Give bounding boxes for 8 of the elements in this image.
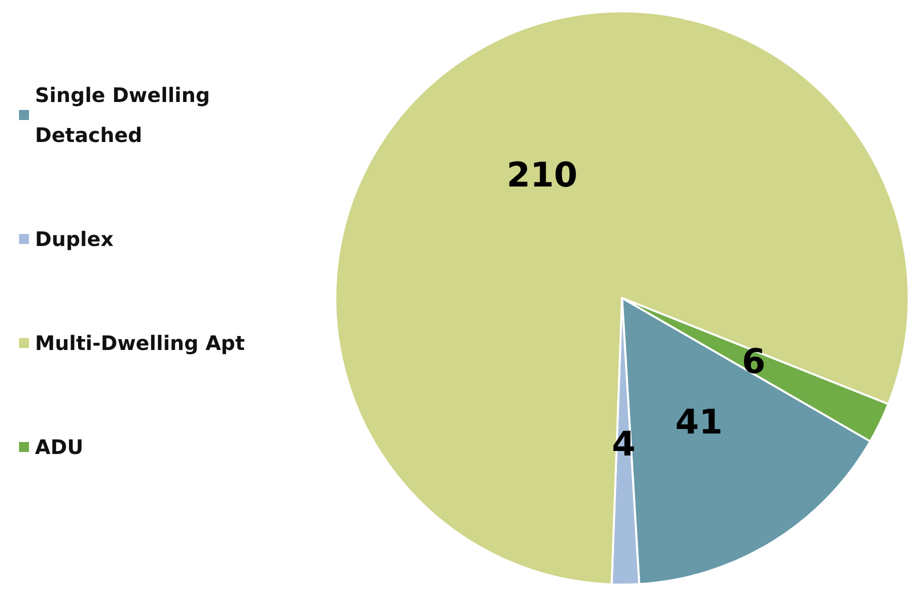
legend-label: ADU bbox=[35, 435, 84, 459]
data-label: 210 bbox=[506, 155, 578, 196]
data-label: 6 bbox=[742, 342, 766, 382]
legend-label: Multi-Dwelling Apt bbox=[35, 331, 246, 355]
legend-label: Single Dwelling Detached bbox=[35, 83, 217, 147]
legend-label: Duplex bbox=[35, 227, 114, 251]
data-label: 41 bbox=[675, 402, 723, 442]
data-label: 4 bbox=[612, 424, 636, 464]
